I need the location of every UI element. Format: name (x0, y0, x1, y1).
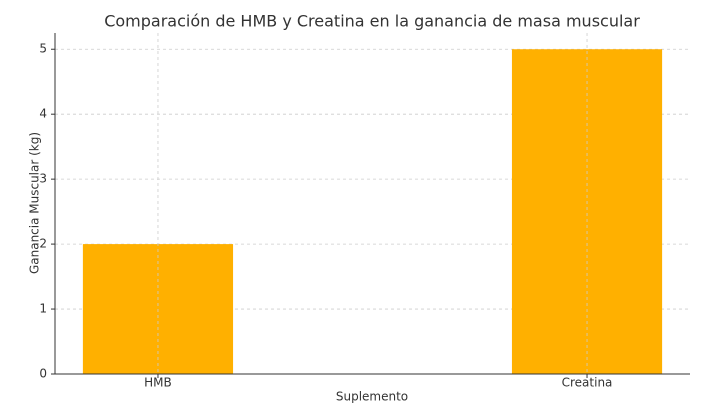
y-tick-label: 0 (39, 367, 47, 381)
x-axis-label: Suplemento (336, 390, 408, 404)
x-tick-label: Creatina (562, 376, 613, 390)
x-tick-label: HMB (144, 376, 172, 390)
y-tick-label: 2 (39, 237, 47, 251)
y-tick-label: 3 (39, 172, 47, 186)
y-tick-label: 5 (39, 42, 47, 56)
y-tick-label: 4 (39, 107, 47, 121)
y-tick-label: 1 (39, 302, 47, 316)
chart-title: Comparación de HMB y Creatina en la gana… (104, 12, 640, 31)
y-axis-label: Ganancia Muscular (kg) (28, 132, 42, 274)
bar (511, 49, 663, 374)
